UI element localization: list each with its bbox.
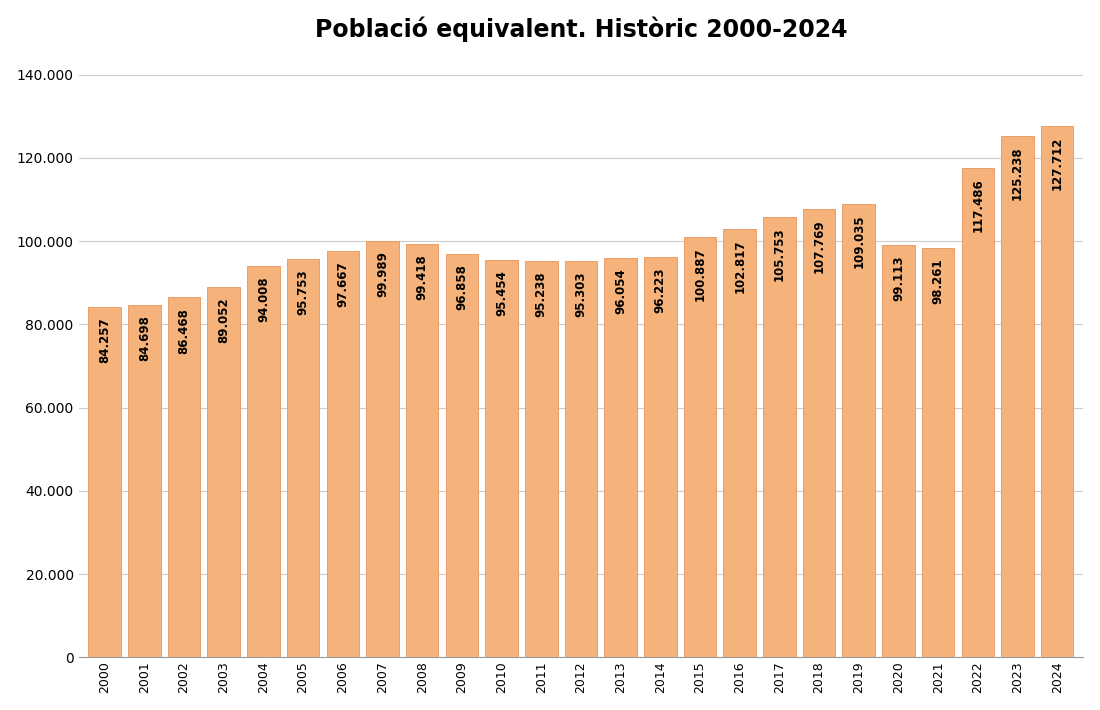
Text: 98.261: 98.261: [932, 258, 945, 305]
Bar: [604, 258, 637, 657]
Bar: [366, 241, 399, 657]
Bar: [287, 258, 319, 657]
Bar: [684, 237, 716, 657]
Bar: [406, 244, 439, 657]
Bar: [168, 297, 200, 657]
Bar: [882, 245, 915, 657]
Text: 94.008: 94.008: [257, 276, 270, 322]
Text: 96.054: 96.054: [614, 268, 627, 314]
Text: 105.753: 105.753: [773, 228, 785, 281]
Text: 95.238: 95.238: [535, 271, 548, 317]
Bar: [564, 261, 597, 657]
Bar: [485, 260, 518, 657]
Text: 89.052: 89.052: [217, 297, 230, 343]
Bar: [803, 209, 835, 657]
Bar: [327, 251, 359, 657]
Text: 95.303: 95.303: [574, 271, 587, 317]
Bar: [843, 204, 874, 657]
Text: 84.698: 84.698: [138, 315, 151, 361]
Bar: [1041, 126, 1074, 657]
Text: 100.887: 100.887: [693, 248, 706, 302]
Bar: [248, 266, 279, 657]
Text: 86.468: 86.468: [177, 308, 190, 354]
Bar: [1001, 136, 1034, 657]
Bar: [763, 217, 795, 657]
Text: 99.418: 99.418: [416, 254, 429, 300]
Bar: [922, 248, 955, 657]
Bar: [88, 307, 121, 657]
Text: 95.454: 95.454: [495, 271, 508, 317]
Text: 96.858: 96.858: [455, 265, 469, 310]
Text: 109.035: 109.035: [852, 214, 866, 268]
Bar: [644, 257, 676, 657]
Title: Població equivalent. Històric 2000-2024: Població equivalent. Històric 2000-2024: [315, 16, 847, 42]
Text: 95.753: 95.753: [297, 269, 309, 315]
Text: 99.113: 99.113: [892, 255, 905, 301]
Text: 96.223: 96.223: [653, 267, 667, 312]
Text: 99.989: 99.989: [376, 251, 389, 297]
Text: 125.238: 125.238: [1011, 146, 1024, 200]
Bar: [208, 287, 240, 657]
Text: 107.769: 107.769: [813, 219, 826, 273]
Text: 97.667: 97.667: [337, 261, 350, 307]
Text: 84.257: 84.257: [98, 317, 111, 363]
Bar: [446, 254, 478, 657]
Bar: [724, 229, 756, 657]
Bar: [525, 261, 558, 657]
Text: 117.486: 117.486: [971, 179, 984, 232]
Bar: [128, 305, 161, 657]
Bar: [961, 168, 994, 657]
Text: 127.712: 127.712: [1050, 136, 1064, 190]
Text: 102.817: 102.817: [734, 240, 746, 293]
